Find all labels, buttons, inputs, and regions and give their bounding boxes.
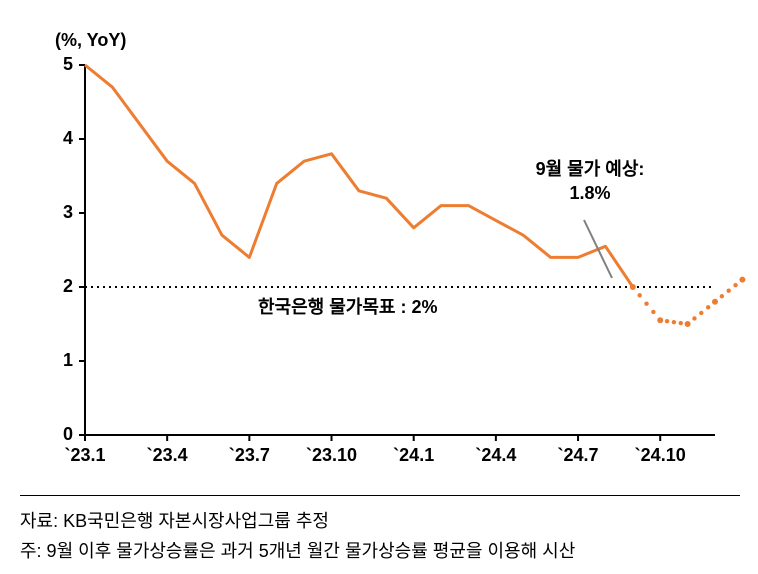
chart-svg xyxy=(0,0,758,574)
x-tick-label: `23.1 xyxy=(64,445,105,466)
footer-note: 주: 9월 이후 물가상승률은 과거 5개년 월간 물가상승률 평균을 이용해 … xyxy=(20,537,575,563)
annotation-line1: 9월 물가 예상: xyxy=(500,155,680,181)
y-tick-label: 5 xyxy=(63,54,73,75)
forecast-marker xyxy=(712,299,718,305)
target-label: 한국은행 물가목표 : 2% xyxy=(258,293,438,319)
forecast-marker xyxy=(739,277,745,283)
forecast-marker xyxy=(685,321,691,327)
x-tick-label: `24.7 xyxy=(558,445,599,466)
x-tick-label: `24.1 xyxy=(393,445,434,466)
x-tick-label: `23.10 xyxy=(306,445,357,466)
y-tick-label: 2 xyxy=(63,276,73,297)
x-tick-label: `23.7 xyxy=(229,445,270,466)
y-tick-label: 3 xyxy=(63,202,73,223)
y-tick-label: 0 xyxy=(63,424,73,445)
footer-divider xyxy=(20,495,740,496)
forecast-marker xyxy=(657,317,663,323)
footer-source: 자료: KB국민은행 자본시장사업그룹 추정 xyxy=(20,507,329,533)
y-tick-label: 4 xyxy=(63,128,73,149)
x-tick-label: `23.4 xyxy=(147,445,188,466)
y-tick-label: 1 xyxy=(63,350,73,371)
x-tick-label: `24.4 xyxy=(475,445,516,466)
forecast-marker xyxy=(630,284,636,290)
x-tick-label: `24.10 xyxy=(635,445,686,466)
annotation-line2: 1.8% xyxy=(500,183,680,204)
